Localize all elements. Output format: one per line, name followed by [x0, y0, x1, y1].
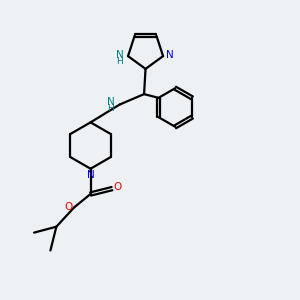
Text: H: H — [107, 104, 114, 113]
Text: N: N — [87, 170, 94, 180]
Text: N: N — [166, 50, 173, 60]
Text: O: O — [114, 182, 122, 193]
Text: N: N — [116, 50, 124, 60]
Text: O: O — [64, 202, 72, 212]
Text: H: H — [116, 57, 123, 66]
Text: N: N — [107, 97, 115, 107]
